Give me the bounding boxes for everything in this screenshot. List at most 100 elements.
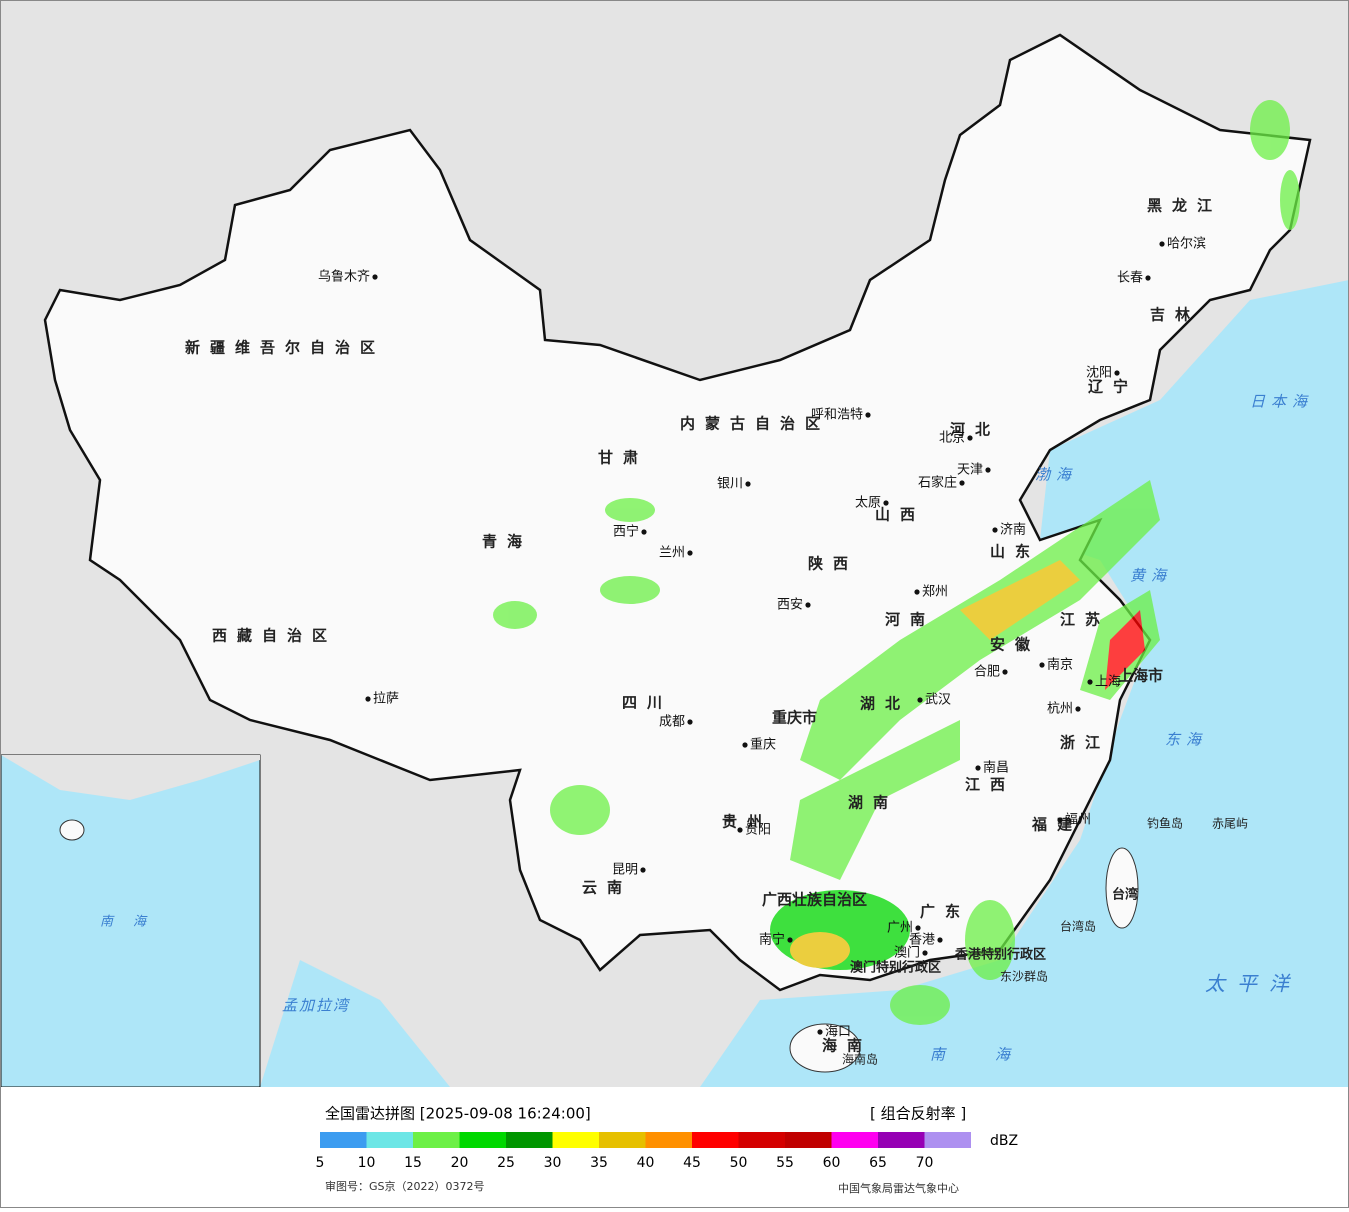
province-label: 重庆市 (772, 709, 817, 727)
city-dot (1002, 669, 1008, 675)
province-label: 山东 (990, 543, 1040, 561)
city-label: 合肥 (974, 665, 1000, 680)
colorbar-tick-label: 40 (637, 1155, 655, 1171)
color-swatch (599, 1132, 646, 1148)
city-label: 重庆 (750, 737, 776, 753)
city-label: 成都 (659, 715, 685, 730)
city-label: 济南 (1000, 522, 1026, 538)
sea-label: 东海 (1165, 731, 1207, 749)
color-swatch (924, 1132, 971, 1148)
province-label: 甘肃 (598, 449, 648, 467)
colorbar-tick-label: 35 (590, 1155, 608, 1171)
city-label: 石家庄 (918, 475, 957, 491)
province-label: 浙江 (1060, 734, 1110, 752)
province-label: 香港特别行政区 (954, 947, 1046, 963)
province-label: 云南 (582, 879, 632, 897)
city-dot (915, 925, 921, 931)
city-dot (1087, 679, 1093, 685)
city-dot (985, 467, 991, 473)
hainan-island (789, 1023, 861, 1073)
south-china-sea-inset (0, 754, 261, 1088)
colorbar-tick-label: 15 (404, 1155, 422, 1171)
city-label: 南昌 (983, 760, 1009, 776)
legend-product: [ 组合反射率 ] (870, 1105, 966, 1123)
colorbar-tick-label: 20 (451, 1155, 469, 1171)
province-label: 青海 (482, 533, 532, 551)
legend-title: 全国雷达拼图 [2025-09-08 16:24:00] (325, 1105, 591, 1123)
province-label: 澳门特别行政区 (850, 960, 941, 976)
source: 中国气象局雷达气象中心 (838, 1181, 959, 1195)
province-label: 湖南 (848, 794, 898, 812)
province-label: 西藏自治区 (212, 627, 337, 645)
city-dot (787, 937, 793, 943)
sea-label: 太平洋 (1205, 972, 1301, 996)
city-label: 拉萨 (373, 692, 399, 707)
color-swatch (692, 1132, 739, 1148)
city-label: 杭州 (1047, 702, 1073, 717)
city-dot (365, 696, 371, 702)
sea-label: 日本海 (1250, 393, 1313, 411)
color-swatch (366, 1132, 413, 1148)
city-dot (959, 480, 965, 486)
city-dot (975, 765, 981, 771)
city-dot (745, 481, 751, 487)
colorbar-tick-label: 70 (916, 1155, 934, 1171)
city-dot (742, 742, 748, 748)
colorbar-tick-label: 25 (497, 1155, 515, 1171)
city-label: 呼和浩特 (811, 408, 863, 423)
colorbar-tick-label: 10 (358, 1155, 376, 1171)
province-label: 贵州 (722, 813, 772, 831)
province-label: 安徽 (990, 636, 1040, 654)
approval-number: 审图号：GS京（2022）0372号 (325, 1179, 485, 1193)
city-label: 海口 (825, 1025, 851, 1040)
colorbar-tick-label: 60 (823, 1155, 841, 1171)
china-outline (43, 33, 1312, 992)
city-label: 澳门 (894, 945, 920, 961)
province-label: 广东 (920, 903, 970, 921)
province-label: 山西 (875, 506, 925, 524)
inset-land (1, 755, 260, 800)
sea-label: 南海 (100, 915, 166, 930)
city-label: 天津 (957, 463, 983, 478)
province-label: 四川 (622, 694, 672, 712)
city-dot (1039, 662, 1045, 668)
city-label: 广州 (887, 921, 913, 936)
province-label: 陕西 (808, 555, 858, 573)
city-dot (883, 500, 889, 506)
province-label: 上海市 (1118, 667, 1163, 685)
city-label: 上海 (1095, 675, 1121, 690)
city-label: 香港 (909, 933, 935, 948)
province-label: 江西 (965, 776, 1015, 794)
province-label: 河南 (885, 611, 935, 629)
sea-label: 孟加拉湾 (282, 997, 351, 1015)
province-label: 内蒙古自治区 (680, 415, 830, 433)
province-label: 河北 (950, 421, 1000, 439)
city-dot (641, 529, 647, 535)
color-swatch (785, 1132, 832, 1148)
city-dot (967, 435, 973, 441)
city-dot (1159, 241, 1165, 247)
province-labels: 新疆维吾尔自治区 西藏自治区 青海 甘肃 内蒙古自治区 黑龙江 吉林 辽宁 河北… (185, 197, 1212, 1055)
city-dot (687, 719, 693, 725)
city-dot (992, 527, 998, 533)
province-label: 广西壮族自治区 (762, 891, 867, 909)
province-label: 新疆维吾尔自治区 (185, 339, 385, 357)
radar-echoes (493, 100, 1300, 1025)
island-label: 海南岛 (842, 1052, 878, 1067)
sea-label: 渤海 (1035, 466, 1077, 484)
legend-unit: dBZ (990, 1133, 1018, 1149)
city-label: 乌鲁木齐 (318, 269, 370, 285)
city-dot (865, 412, 871, 418)
city-dot (937, 937, 943, 943)
province-label: 江苏 (1060, 611, 1110, 629)
city-dot (1145, 275, 1151, 281)
island-label: 钓鱼岛 (1147, 816, 1183, 831)
city-dot (687, 550, 693, 556)
city-label: 武汉 (925, 693, 951, 708)
province-label: 辽宁 (1088, 378, 1138, 396)
sea-label: 黄海 (1130, 567, 1172, 585)
color-swatch (878, 1132, 925, 1148)
province-label: 海南 (822, 1037, 872, 1055)
sea-area (700, 280, 1349, 1087)
